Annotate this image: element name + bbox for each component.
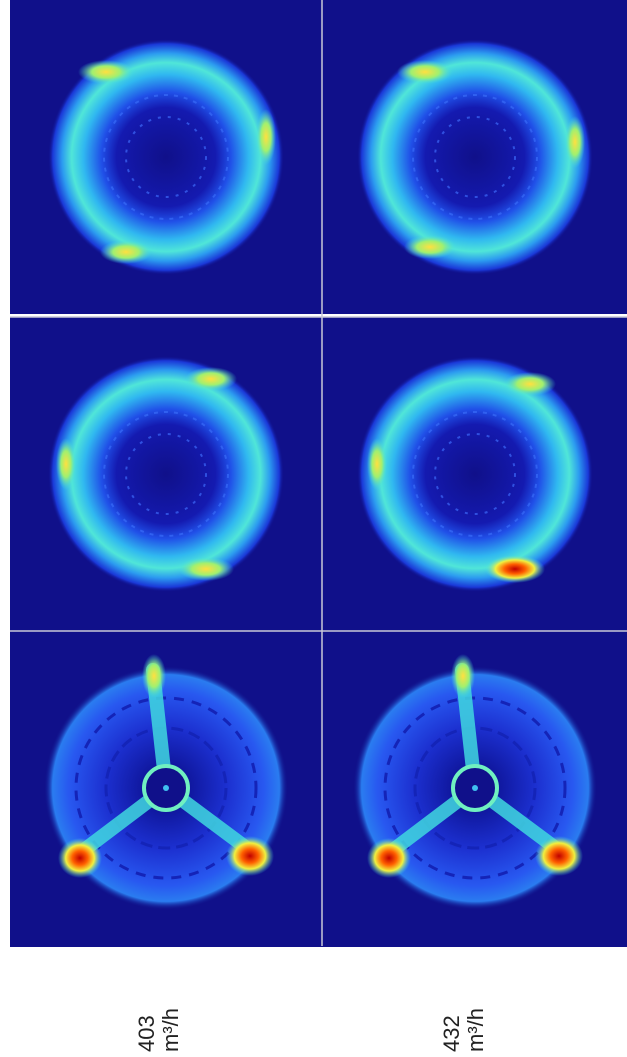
panel xyxy=(319,631,627,947)
label-unit: m³/h xyxy=(158,1008,183,1052)
panel-dividers xyxy=(10,0,627,946)
panel-grid xyxy=(10,0,627,947)
panel xyxy=(9,316,323,632)
label-value: 432 xyxy=(439,1015,464,1052)
flow-label: 432 m³/h xyxy=(439,1008,488,1052)
panel xyxy=(318,0,627,315)
flow-label: 403 m³/h xyxy=(134,1008,183,1052)
label-value: 403 xyxy=(134,1015,159,1052)
panel xyxy=(9,0,323,315)
panel xyxy=(318,316,627,632)
panel xyxy=(10,631,322,947)
label-unit: m³/h xyxy=(463,1008,488,1052)
